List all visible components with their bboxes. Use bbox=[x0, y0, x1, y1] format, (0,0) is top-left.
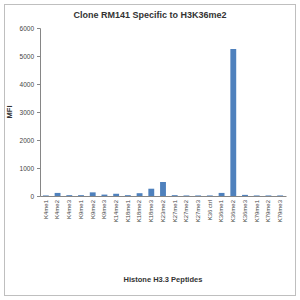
x-axis-title: Histone H3.3 Peptides bbox=[124, 275, 203, 284]
bar bbox=[172, 195, 178, 196]
bar bbox=[90, 192, 96, 196]
bar bbox=[195, 195, 201, 196]
x-tick: K18me1 bbox=[125, 196, 131, 222]
x-tick: K18me2 bbox=[136, 196, 142, 222]
x-tick: K4me3 bbox=[66, 196, 72, 219]
bar bbox=[55, 193, 61, 196]
x-tick: K79me1 bbox=[254, 196, 260, 222]
plot: 0 1000 2000 3000 4000 5000 6000 K4me1 K4me2 K4me3… bbox=[20, 25, 287, 223]
y-axis-title: MFI bbox=[5, 106, 14, 119]
bar bbox=[219, 193, 225, 196]
x-tick: K23me2 bbox=[160, 196, 166, 222]
y-tick-label: 5000 bbox=[20, 53, 35, 60]
x-tick: K18me3 bbox=[148, 196, 154, 222]
x-tick-label: K4me3 bbox=[66, 199, 72, 219]
y-axis: 0 1000 2000 3000 4000 5000 6000 bbox=[20, 25, 41, 200]
x-tick: K79me3 bbox=[277, 196, 283, 222]
y-tick-mark bbox=[37, 140, 40, 141]
x-tick-label: K4me1 bbox=[43, 199, 49, 219]
x-tick-label: K27me1 bbox=[172, 199, 178, 222]
y-tick-label: 3000 bbox=[20, 109, 35, 116]
bar bbox=[242, 195, 248, 196]
x-tick-label: K36me2 bbox=[230, 199, 236, 222]
x-tick: K27me2 bbox=[183, 196, 189, 222]
x-tick-label: K36me1 bbox=[218, 199, 224, 222]
bar bbox=[266, 195, 272, 196]
y-tick: 2000 bbox=[20, 137, 40, 144]
x-tick: K79me2 bbox=[265, 196, 271, 222]
x-tick-label: K79me3 bbox=[277, 199, 283, 222]
x-tick-label: K9me1 bbox=[78, 199, 84, 219]
y-tick-mark bbox=[37, 196, 40, 197]
x-tick-label: K9me2 bbox=[90, 199, 96, 219]
bars bbox=[43, 49, 283, 196]
y-tick: 4000 bbox=[20, 81, 40, 88]
x-tick: K14me2 bbox=[113, 196, 119, 222]
y-tick-label: 4000 bbox=[20, 81, 35, 88]
x-tick: K36me3 bbox=[242, 196, 248, 222]
y-tick-label: 0 bbox=[30, 193, 34, 200]
y-tick: 0 bbox=[30, 193, 40, 200]
x-tick-label: K36 ctrl bbox=[207, 200, 213, 220]
y-tick-mark bbox=[37, 28, 40, 29]
bar bbox=[254, 195, 260, 196]
y-tick: 5000 bbox=[20, 53, 40, 60]
x-tick: K36 ctrl bbox=[207, 196, 213, 220]
y-tick: 6000 bbox=[20, 25, 40, 32]
bar bbox=[137, 193, 143, 196]
x-axis: K4me1 K4me2 K4me3 K9me1 K9me2 K9me3 K14me2 K18m… bbox=[41, 196, 287, 222]
x-tick: K9me1 bbox=[78, 196, 84, 219]
x-tick: K9me2 bbox=[90, 196, 96, 219]
bar bbox=[113, 194, 119, 196]
x-tick-label: K4me2 bbox=[54, 199, 60, 219]
x-tick-label: K18me2 bbox=[136, 199, 142, 222]
x-tick-label: K27me3 bbox=[195, 199, 201, 222]
x-tick-label: K23me2 bbox=[160, 199, 166, 222]
bar bbox=[277, 195, 283, 196]
x-tick-label: K36me3 bbox=[242, 199, 248, 222]
bar bbox=[43, 195, 49, 196]
title: Clone RM141 Specific to H3K36me2 bbox=[73, 10, 226, 20]
x-tick-label: K27me2 bbox=[183, 199, 189, 222]
y-tick-label: 2000 bbox=[20, 137, 35, 144]
y-tick-mark bbox=[37, 112, 40, 113]
y-tick-label: 1000 bbox=[20, 165, 35, 172]
x-tick: K27me1 bbox=[172, 196, 178, 222]
y-tick: 3000 bbox=[20, 109, 40, 116]
bar bbox=[184, 195, 190, 196]
x-tick: K36me1 bbox=[218, 196, 224, 222]
chart: 0 1000 2000 3000 4000 5000 6000 K4me1 K4me2 K4me3… bbox=[0, 0, 300, 300]
bar bbox=[66, 195, 72, 196]
bar bbox=[102, 195, 108, 196]
y-tick-mark bbox=[37, 168, 40, 169]
x-tick: K4me1 bbox=[43, 196, 49, 219]
bar bbox=[148, 189, 154, 196]
y-tick-mark bbox=[37, 84, 40, 85]
x-tick: K36me2 bbox=[230, 196, 236, 222]
x-tick-label: K9me3 bbox=[101, 199, 107, 219]
x-tick-label: K79me2 bbox=[265, 199, 271, 222]
y-tick-label: 6000 bbox=[20, 25, 35, 32]
x-tick: K9me3 bbox=[101, 196, 107, 219]
bar bbox=[207, 195, 213, 196]
x-tick-label: K79me1 bbox=[254, 199, 260, 222]
x-axis-line bbox=[41, 196, 287, 197]
bar bbox=[160, 182, 166, 196]
chart-frame bbox=[5, 5, 296, 296]
bar bbox=[78, 195, 84, 196]
x-tick-label: K18me3 bbox=[148, 199, 154, 222]
y-tick-mark bbox=[37, 56, 40, 57]
x-tick: K27me3 bbox=[195, 196, 201, 222]
x-tick-label: K14me2 bbox=[113, 199, 119, 222]
y-tick: 1000 bbox=[20, 165, 40, 172]
bar bbox=[230, 49, 236, 196]
bar bbox=[125, 195, 131, 196]
x-tick: K4me2 bbox=[54, 196, 60, 219]
x-tick-label: K18me1 bbox=[125, 199, 131, 222]
y-axis-line bbox=[37, 29, 41, 197]
